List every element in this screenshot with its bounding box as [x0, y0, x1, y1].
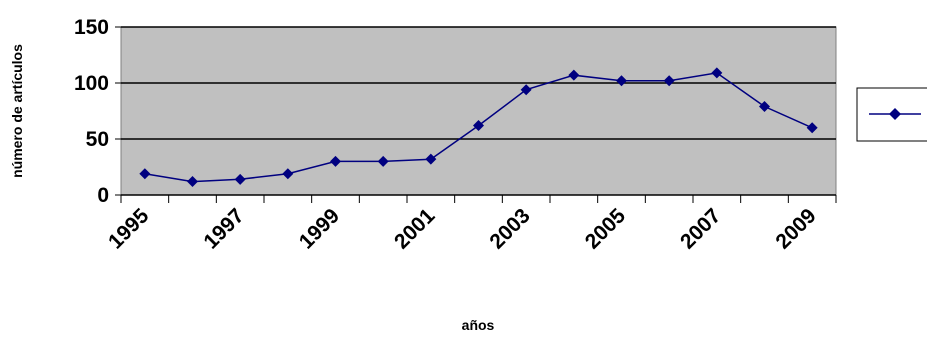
data-point — [282, 168, 294, 180]
legend — [856, 87, 927, 142]
data-point — [663, 75, 675, 87]
y-tick-label: 0 — [97, 184, 109, 207]
data-point — [234, 173, 246, 185]
data-point — [330, 155, 341, 167]
x-tick-label: 2001 — [390, 204, 440, 254]
data-point — [520, 84, 532, 96]
data-point — [187, 176, 198, 188]
series-layer — [139, 67, 818, 188]
x-tick-label: 1997 — [199, 204, 248, 253]
x-tick-label: 2003 — [485, 204, 534, 253]
x-tick-label: 2007 — [676, 204, 725, 253]
legend-diamond-icon — [889, 108, 901, 120]
data-point — [711, 67, 723, 79]
data-point — [377, 155, 389, 167]
data-point — [139, 168, 151, 180]
data-point — [759, 101, 770, 113]
x-tick-label: 1995 — [104, 204, 154, 254]
x-tick-label: 1999 — [295, 204, 344, 253]
data-point — [806, 122, 818, 134]
y-tick-label: 100 — [74, 72, 109, 95]
y-tick-label: 50 — [86, 128, 109, 151]
x-axis-title: años — [462, 317, 495, 333]
data-point — [473, 120, 484, 132]
data-point — [568, 69, 580, 81]
gridlines — [121, 26, 836, 140]
x-tick-label: 2009 — [771, 204, 820, 253]
plot-area — [120, 26, 837, 196]
x-tick-label: 2005 — [581, 204, 631, 254]
y-tick-label: 150 — [74, 16, 109, 39]
data-point — [425, 153, 437, 165]
y-axis-title: número de artículos — [9, 44, 25, 178]
data-point — [616, 75, 627, 87]
x-axis: 1995 1997 1999 2001 2003 2005 2007 2009 — [104, 194, 837, 254]
y-axis-ticks: 0 50 100 150 — [74, 16, 121, 207]
